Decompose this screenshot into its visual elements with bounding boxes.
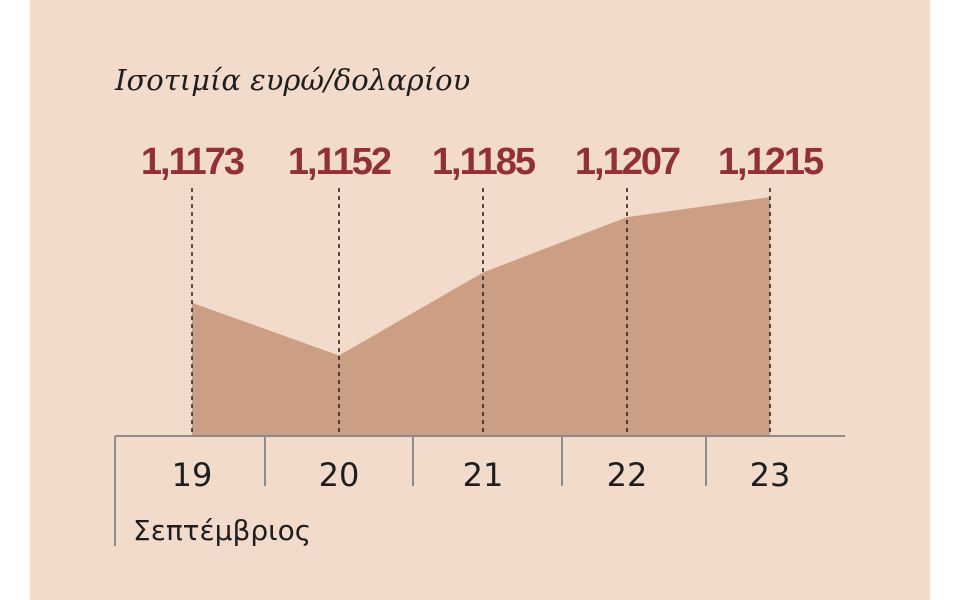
data-label: 1,1173 [141,141,244,183]
x-axis-label: Σεπτέμβριος [133,514,311,547]
data-label: 1,1185 [432,141,536,183]
data-label: 1,1215 [718,141,824,183]
x-tick-label: 22 [607,456,648,494]
x-tick-label: 21 [463,456,504,494]
x-tick-label: 20 [319,456,360,494]
data-label: 1,1207 [575,141,680,183]
area-series [192,197,770,436]
x-tick-label: 23 [750,456,791,494]
x-tick-label: 19 [172,456,213,494]
chart-title: Ισοτιμία ευρώ/δολαρίου [114,63,470,97]
data-label: 1,1152 [288,141,391,183]
